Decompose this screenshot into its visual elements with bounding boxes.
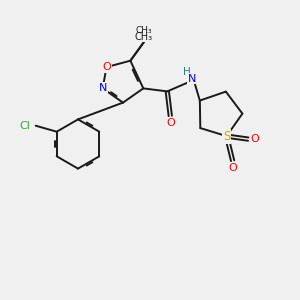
- Text: N: N: [98, 83, 107, 93]
- Text: N: N: [188, 74, 196, 84]
- Text: H: H: [183, 67, 191, 76]
- Text: O: O: [102, 62, 111, 72]
- Text: O: O: [166, 118, 175, 128]
- Text: CH₃: CH₃: [136, 26, 152, 34]
- Text: O: O: [228, 163, 237, 173]
- Text: O: O: [250, 134, 259, 144]
- Text: S: S: [223, 130, 230, 142]
- Text: CH₃: CH₃: [135, 32, 153, 42]
- Text: Cl: Cl: [20, 121, 30, 131]
